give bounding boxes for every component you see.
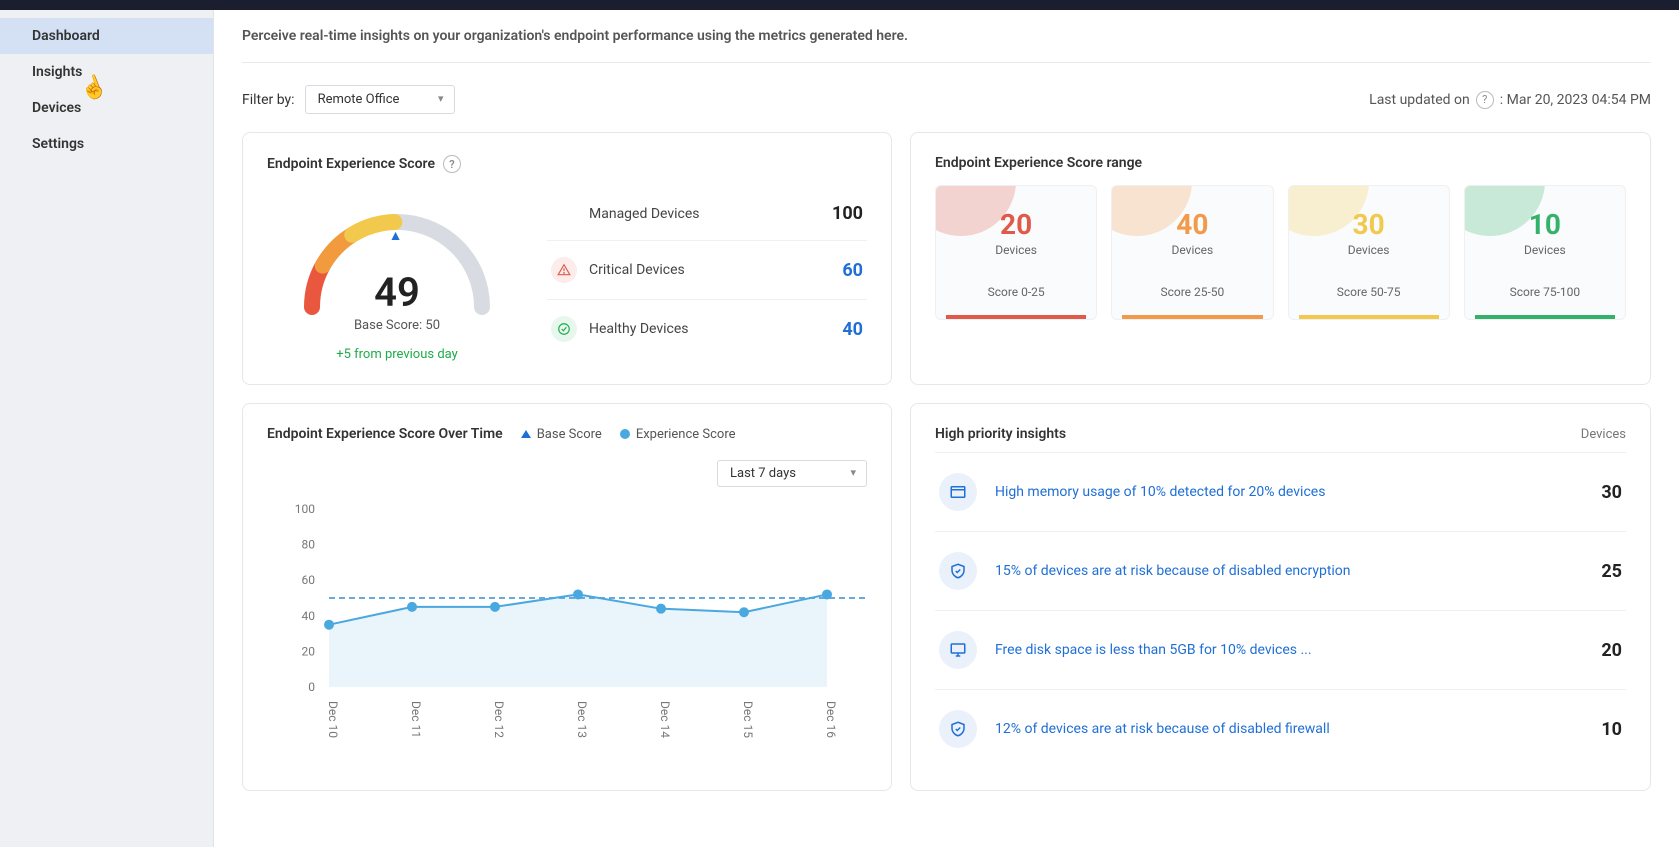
gauge-value: 49 — [267, 269, 527, 316]
sidebar-item-dashboard[interactable]: Dashboard — [0, 18, 213, 54]
insight-text: High memory usage of 10% detected for 20… — [995, 484, 1568, 500]
stat-value[interactable]: 60 — [842, 260, 863, 281]
svg-text:20: 20 — [302, 644, 316, 658]
insights-title: High priority insights — [935, 426, 1066, 442]
insight-row[interactable]: High memory usage of 10% detected for 20… — [935, 452, 1626, 531]
trend-title: Endpoint Experience Score Over Time — [267, 426, 503, 442]
check-icon — [551, 316, 577, 342]
filter-value: Remote Office — [318, 92, 400, 107]
warning-icon — [551, 257, 577, 283]
range-count: 20 — [946, 208, 1086, 241]
updated-label: Last updated on — [1369, 92, 1470, 108]
range-tile[interactable]: 30 Devices Score 50-75 — [1288, 185, 1450, 320]
svg-text:60: 60 — [302, 573, 316, 587]
range-count: 30 — [1299, 208, 1439, 241]
shield-check-icon — [939, 552, 977, 590]
sidebar-item-settings[interactable]: Settings — [0, 126, 213, 162]
score-card: Endpoint Experience Score ? ▲ 49 Base Sc… — [242, 132, 892, 385]
chart-legend: Base Score Experience Score — [521, 427, 736, 442]
svg-text:80: 80 — [302, 538, 316, 552]
last-updated: Last updated on ? : Mar 20, 2023 04:54 P… — [1369, 91, 1651, 109]
window-icon — [939, 473, 977, 511]
gauge-pointer-icon: ▲ — [389, 227, 403, 244]
stat-row: Critical Devices 60 — [547, 241, 867, 300]
sidebar-item-devices[interactable]: Devices — [0, 90, 213, 126]
svg-text:Dec 14: Dec 14 — [658, 701, 672, 738]
stat-label: Critical Devices — [589, 262, 685, 278]
range-tile[interactable]: 40 Devices Score 25-50 — [1111, 185, 1273, 320]
stat-label: Healthy Devices — [589, 321, 689, 337]
insight-row[interactable]: 12% of devices are at risk because of di… — [935, 689, 1626, 768]
insight-count: 20 — [1586, 640, 1622, 661]
insight-count: 10 — [1586, 719, 1622, 740]
range-title: Endpoint Experience Score range — [935, 155, 1626, 171]
svg-text:100: 100 — [295, 502, 315, 516]
insight-row[interactable]: 15% of devices are at risk because of di… — [935, 531, 1626, 610]
insight-row[interactable]: Free disk space is less than 5GB for 10%… — [935, 610, 1626, 689]
range-count: 10 — [1475, 208, 1615, 241]
range-score-label: Score 0-25 — [946, 285, 1086, 315]
svg-text:40: 40 — [302, 609, 316, 623]
insight-text: 12% of devices are at risk because of di… — [995, 721, 1568, 737]
range-score-label: Score 75-100 — [1475, 285, 1615, 315]
range-score-label: Score 50-75 — [1299, 285, 1439, 315]
help-icon[interactable]: ? — [1476, 91, 1494, 109]
trend-range-value: Last 7 days — [730, 466, 796, 481]
range-count: 40 — [1122, 208, 1262, 241]
range-card: Endpoint Experience Score range 20 Device… — [910, 132, 1651, 385]
updated-value: : Mar 20, 2023 04:54 PM — [1500, 92, 1651, 108]
stat-value: 100 — [832, 203, 863, 224]
svg-text:Dec 13: Dec 13 — [575, 701, 589, 738]
insight-text: 15% of devices are at risk because of di… — [995, 563, 1568, 579]
legend-exp: Experience Score — [636, 427, 736, 442]
shield-check-icon — [939, 710, 977, 748]
filter-select[interactable]: Remote Office — [305, 85, 455, 114]
svg-text:Dec 11: Dec 11 — [409, 701, 423, 738]
trend-card: Endpoint Experience Score Over Time Base… — [242, 403, 892, 791]
help-icon[interactable]: ? — [443, 155, 461, 173]
svg-text:Dec 12: Dec 12 — [492, 701, 506, 738]
stat-value[interactable]: 40 — [842, 319, 863, 340]
svg-text:Dec 10: Dec 10 — [326, 701, 340, 738]
insight-count: 30 — [1586, 482, 1622, 503]
range-score-label: Score 25-50 — [1122, 285, 1262, 315]
top-stripe — [0, 0, 1679, 10]
score-stats: Managed Devices 100 Critical Devices 60 Heal… — [547, 187, 867, 358]
monitor-icon — [939, 631, 977, 669]
svg-text:Dec 15: Dec 15 — [741, 701, 755, 738]
range-devices-label: Devices — [946, 243, 1086, 257]
score-title: Endpoint Experience Score — [267, 156, 435, 172]
range-devices-label: Devices — [1122, 243, 1262, 257]
insights-col-label: Devices — [1581, 427, 1626, 442]
filter-label: Filter by: — [242, 92, 295, 108]
stat-label: Managed Devices — [589, 206, 700, 222]
toolbar: Filter by: Remote Office Last updated on… — [242, 85, 1651, 114]
svg-text:Dec 16: Dec 16 — [824, 701, 838, 738]
svg-text:0: 0 — [308, 680, 315, 694]
stat-row: Healthy Devices 40 — [547, 300, 867, 358]
line-chart: 0 20 40 60 80 100 Dec 10 Dec 11 Dec 12 Dec 13 Dec … — [267, 497, 867, 747]
insight-count: 25 — [1586, 561, 1622, 582]
stat-row: Managed Devices 100 — [547, 187, 867, 241]
legend-base: Base Score — [537, 427, 602, 442]
main-content: Perceive real-time insights on your orga… — [214, 10, 1679, 847]
range-tile[interactable]: 10 Devices Score 75-100 — [1464, 185, 1626, 320]
insights-card: High priority insights Devices High memo… — [910, 403, 1651, 791]
gauge-delta: +5 from previous day — [267, 347, 527, 362]
gauge: ▲ 49 Base Score: 50 +5 from previous day — [267, 187, 527, 362]
sidebar-item-insights[interactable]: Insights — [0, 54, 213, 90]
trend-range-select[interactable]: Last 7 days — [717, 460, 867, 487]
range-devices-label: Devices — [1475, 243, 1615, 257]
triangle-icon — [521, 430, 531, 438]
dot-icon — [620, 429, 630, 439]
insight-text: Free disk space is less than 5GB for 10%… — [995, 642, 1568, 658]
sidebar: DashboardInsightsDevicesSettings☝ — [0, 10, 214, 847]
range-tile[interactable]: 20 Devices Score 0-25 — [935, 185, 1097, 320]
page-subtitle: Perceive real-time insights on your orga… — [242, 28, 1651, 63]
range-devices-label: Devices — [1299, 243, 1439, 257]
